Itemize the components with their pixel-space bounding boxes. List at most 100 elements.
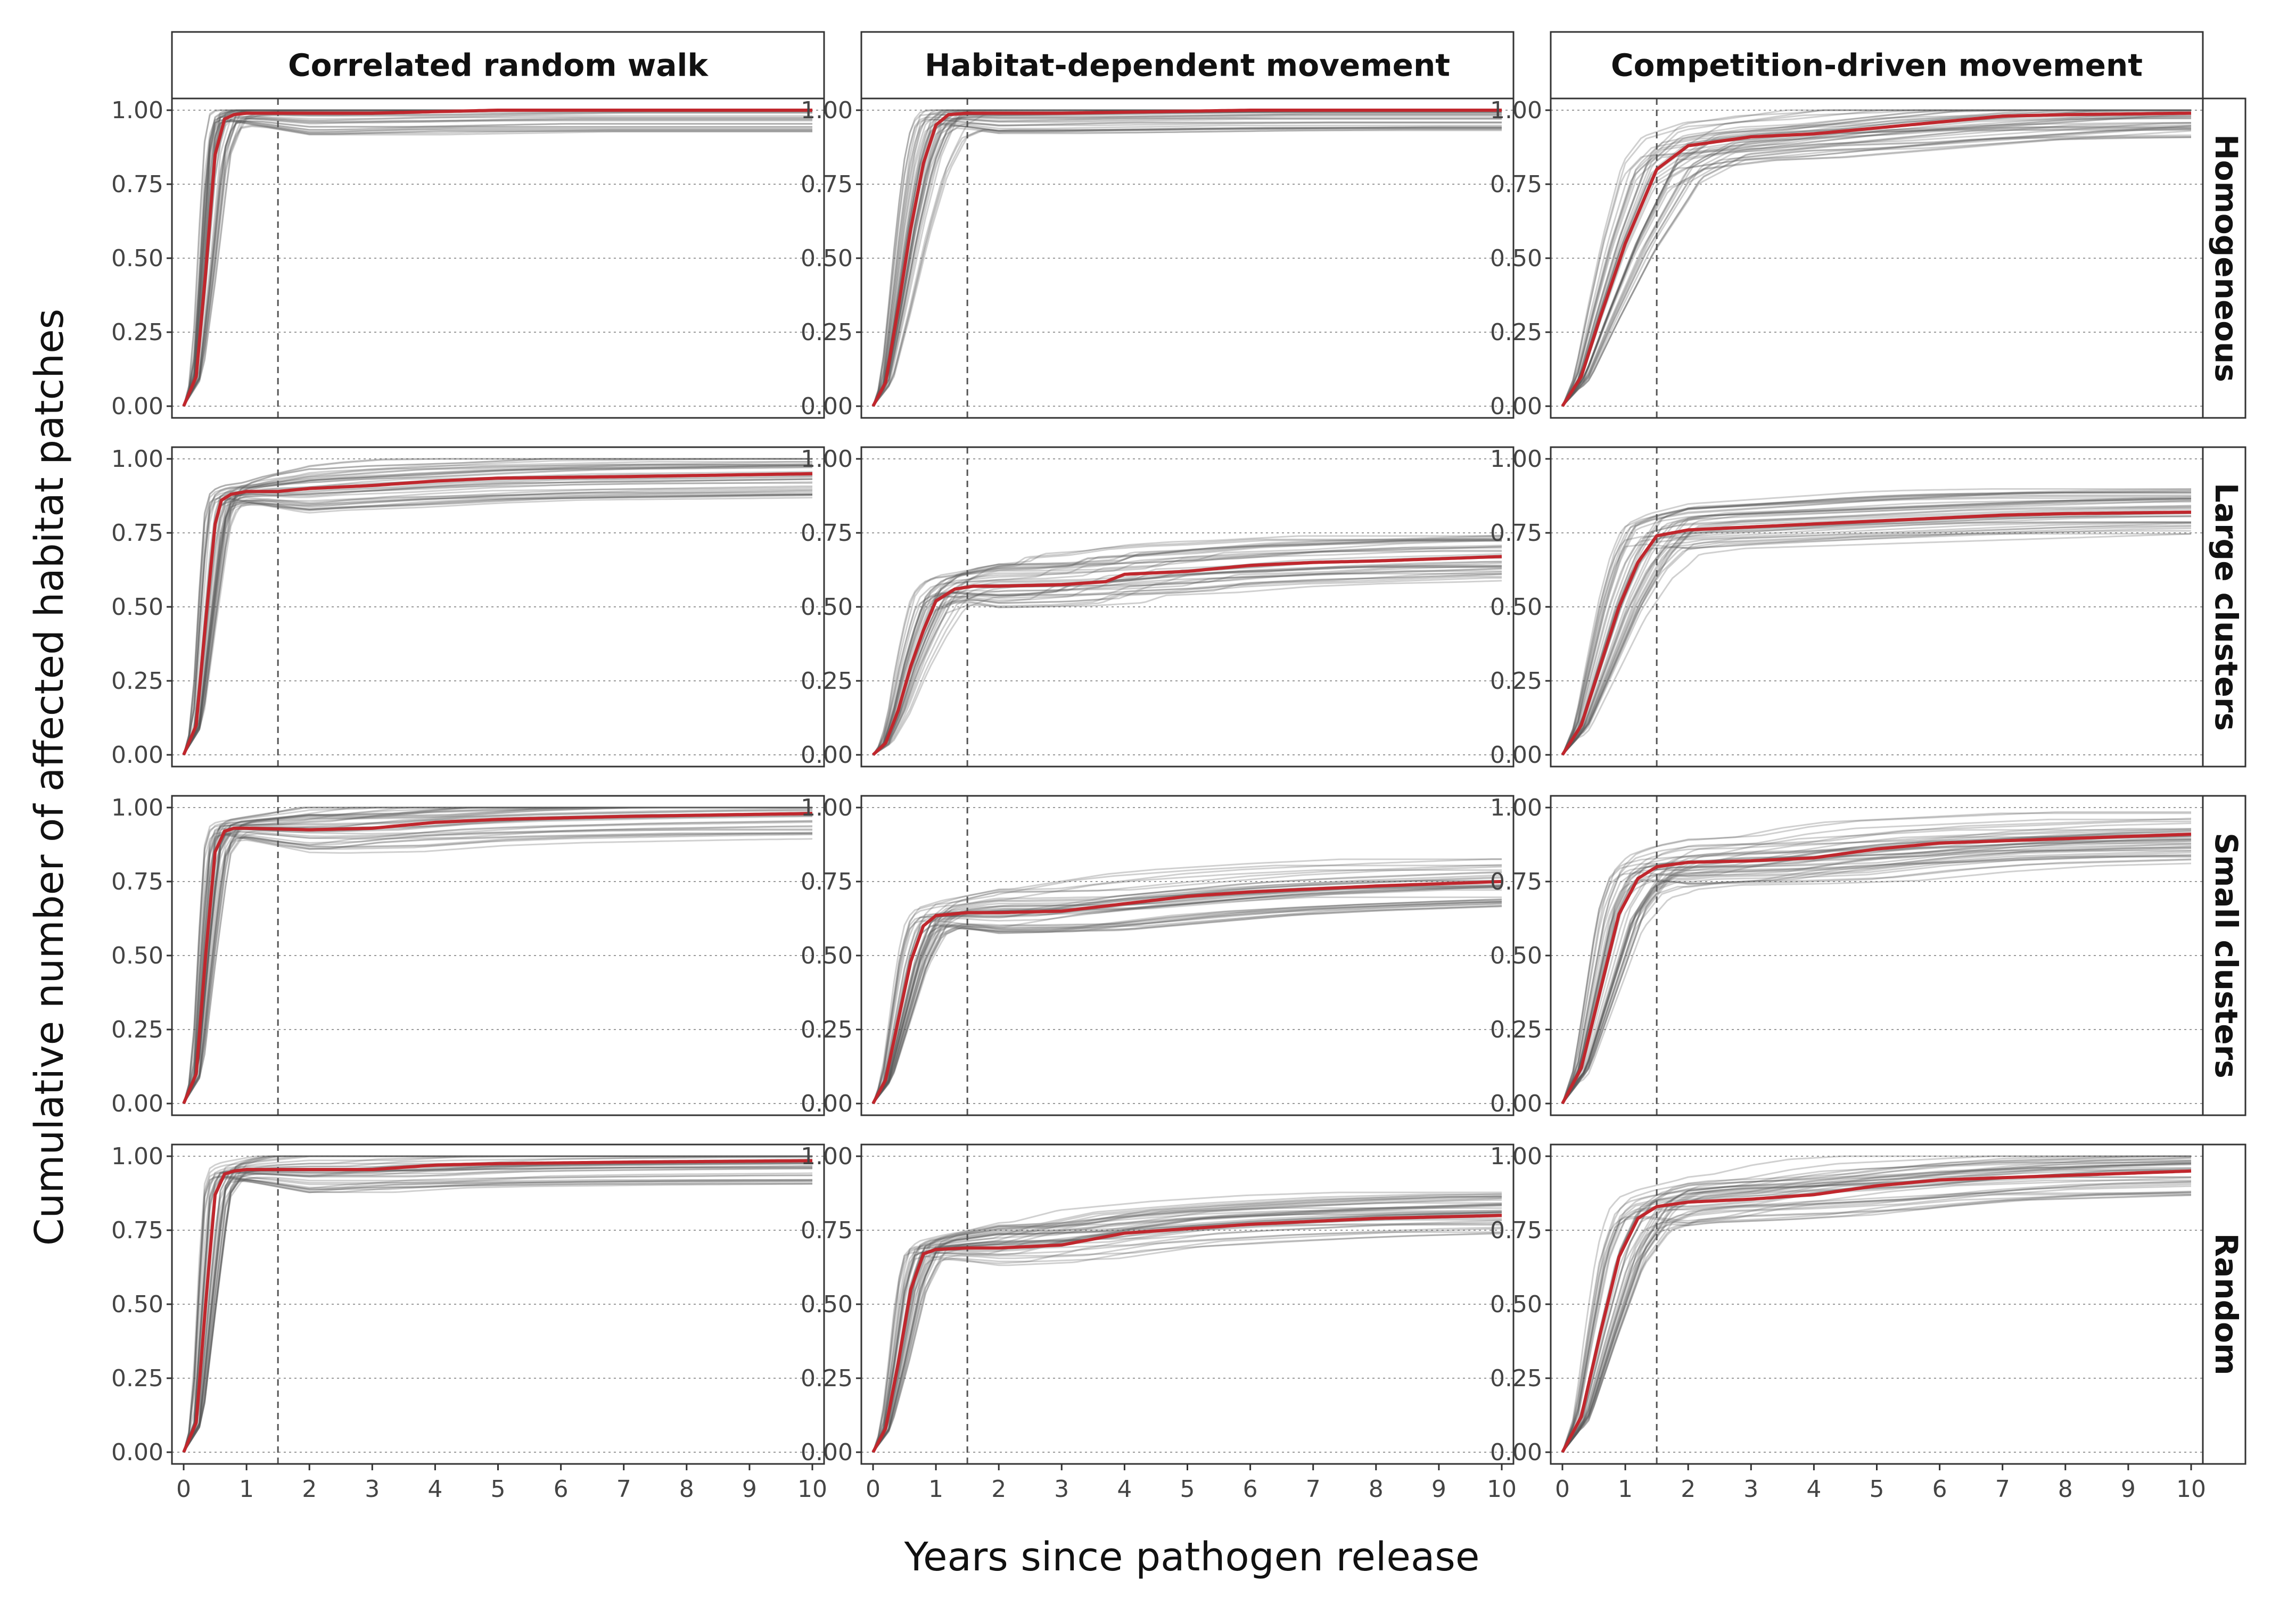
y-tick-label: 0.00 — [801, 393, 853, 420]
replicate-line — [1561, 1155, 2191, 1453]
replicate-line — [1561, 1191, 2192, 1453]
replicate-line — [183, 495, 813, 755]
y-tick-label: 0.75 — [801, 868, 853, 895]
replicate-line — [1561, 530, 2191, 755]
replicate-line — [183, 478, 813, 755]
replicate-line — [872, 570, 1502, 756]
replicate-line — [872, 1226, 1502, 1453]
panel: 0.00 0.25 0.50 0.75 1.00 — [111, 794, 825, 1117]
x-tick-label: 3 — [365, 1476, 380, 1503]
replicate-line — [183, 820, 813, 1104]
x-tick-label: 3 — [1743, 1476, 1758, 1503]
replicate-line — [872, 1204, 1502, 1453]
replicate-line — [1561, 1161, 2192, 1453]
y-tick-label: 0.75 — [1490, 171, 1542, 198]
replicate-line — [872, 540, 1502, 756]
x-tick-label: 4 — [1806, 1476, 1821, 1503]
replicate-line — [183, 806, 812, 1104]
x-tick-label: 9 — [1431, 1476, 1446, 1503]
column-strip-box — [171, 31, 825, 100]
replicate-line — [183, 493, 812, 755]
x-tick-label: 7 — [1995, 1476, 2010, 1503]
y-tick-label: 0.25 — [1490, 1016, 1542, 1043]
y-tick-label: 1.00 — [1490, 97, 1542, 124]
replicate-line — [1561, 490, 2192, 755]
y-tick-label: 0.25 — [111, 1016, 163, 1043]
replicate-line — [1561, 109, 2191, 407]
replicate-line — [183, 832, 812, 1104]
replicate-line — [1561, 838, 2191, 1104]
row-strip: Homogeneous — [2202, 97, 2246, 419]
replicate-line — [1561, 1155, 2191, 1453]
replicate-line — [873, 553, 1502, 756]
replicate-line — [183, 1155, 812, 1453]
y-tick-label: 0.25 — [111, 1365, 163, 1392]
x-tick-label: 8 — [679, 1476, 694, 1503]
replicate-line — [183, 458, 812, 755]
replicate-line — [183, 461, 812, 755]
replicate-line — [872, 864, 1502, 1104]
replicate-line — [183, 120, 812, 407]
replicate-line — [1561, 840, 2192, 1104]
replicate-line — [1561, 117, 2191, 407]
y-tick-label: 0.00 — [1490, 1439, 1542, 1466]
y-tick-label: 0.50 — [1490, 1291, 1542, 1318]
replicate-line — [183, 118, 812, 407]
replicate-line — [1561, 490, 2192, 755]
panel: 0.00 0.25 0.50 0.75 1.00 — [1490, 97, 2204, 420]
panel: 0.00 0.25 0.50 0.75 1.00 — [1490, 794, 2204, 1117]
replicate-line — [1561, 862, 2192, 1104]
replicate-line — [872, 1202, 1502, 1453]
replicate-line — [872, 902, 1502, 1104]
x-tick-label: 2 — [1681, 1476, 1696, 1503]
replicate-line — [1561, 492, 2191, 755]
replicate-line — [183, 493, 813, 755]
replicate-line — [183, 118, 812, 407]
y-tick-label: 0.25 — [801, 1365, 853, 1392]
replicate-line — [872, 1212, 1502, 1453]
y-tick-label: 1.00 — [111, 794, 163, 821]
y-axis-title: Cumulative number of affected habitat pa… — [27, 309, 72, 1246]
replicate-line — [1561, 1164, 2192, 1453]
replicate-line — [1561, 494, 2191, 755]
replicate-line — [183, 806, 812, 1104]
replicate-line — [183, 117, 812, 407]
replicate-line — [873, 580, 1502, 756]
replicate-line — [183, 806, 812, 1104]
replicate-line — [872, 886, 1502, 1104]
replicate-line — [872, 126, 1502, 407]
replicate-line — [1561, 1159, 2191, 1453]
replicate-line — [1561, 844, 2191, 1104]
y-tick-label: 0.25 — [111, 668, 163, 695]
replicate-line — [183, 124, 812, 407]
row-strip-label: Large clusters — [2208, 483, 2244, 731]
replicate-line — [1561, 1183, 2192, 1453]
replicate-line — [1561, 1155, 2191, 1453]
panel: 0.00 0.25 0.50 0.75 1.00 — [111, 97, 825, 420]
replicate-line — [183, 1167, 812, 1453]
replicate-line — [872, 866, 1502, 1104]
replicate-line — [873, 562, 1502, 756]
replicate-line — [1561, 521, 2191, 755]
replicate-line — [873, 565, 1502, 756]
replicate-line — [183, 806, 812, 1104]
replicate-line — [872, 126, 1502, 407]
y-tick-label: 0.25 — [801, 319, 853, 346]
replicate-line — [1561, 524, 2192, 755]
replicate-line — [872, 889, 1502, 1104]
replicate-line — [183, 475, 813, 755]
replicate-line — [183, 458, 812, 755]
replicate-line — [1561, 850, 2192, 1104]
replicate-line — [183, 120, 812, 407]
x-tick-label: 1 — [239, 1476, 254, 1503]
panel: 0.00 0.25 0.50 0.75 1.00 0 1 2 3 4 5 6 7 8 9 10 — [801, 1143, 1517, 1503]
y-tick-label: 0.00 — [1490, 742, 1542, 769]
replicate-line — [872, 117, 1502, 407]
replicate-line — [183, 120, 812, 407]
replicate-line — [183, 1167, 812, 1453]
replicate-line — [1561, 128, 2192, 407]
y-tick-label: 1.00 — [1490, 446, 1542, 473]
replicate-line — [872, 564, 1502, 755]
replicate-line — [1561, 109, 2191, 407]
y-tick-label: 0.75 — [1490, 520, 1542, 547]
